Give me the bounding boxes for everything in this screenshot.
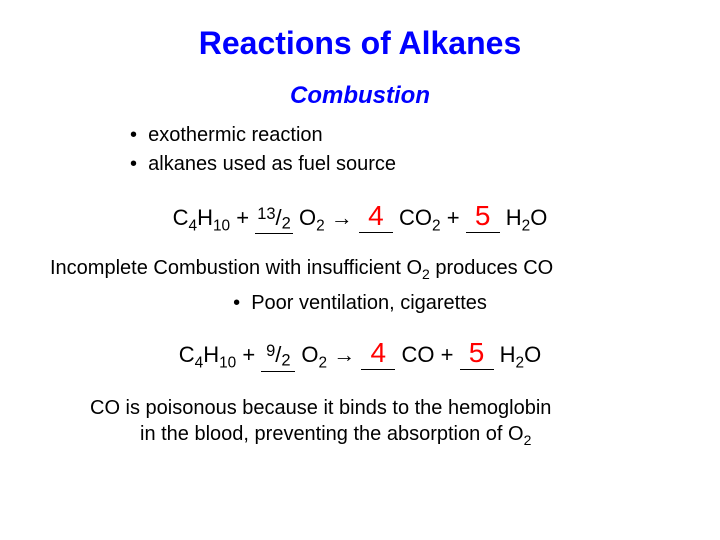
slide-title: Reactions of Alkanes (40, 25, 680, 62)
bullet-list-1: • exothermic reaction • alkanes used as … (130, 122, 680, 178)
equation-complete-combustion: C4H10 + 13/2 O2 → 4 CO2 + 5 H2O (40, 200, 680, 235)
equation-incomplete-combustion: C4H10 + 9/2 O2 → 4 CO + 5 H2O (40, 337, 680, 372)
bullet-list-2: • Poor ventilation, cigarettes (40, 292, 680, 315)
slide-subtitle: Combustion (40, 82, 680, 110)
incomplete-heading: Incomplete Combustion with insufficient … (50, 257, 680, 282)
bullet-item: • exothermic reaction (130, 122, 680, 149)
footer-text: CO is poisonous because it binds to the … (90, 395, 640, 449)
bullet-item: • alkanes used as fuel source (130, 151, 680, 178)
